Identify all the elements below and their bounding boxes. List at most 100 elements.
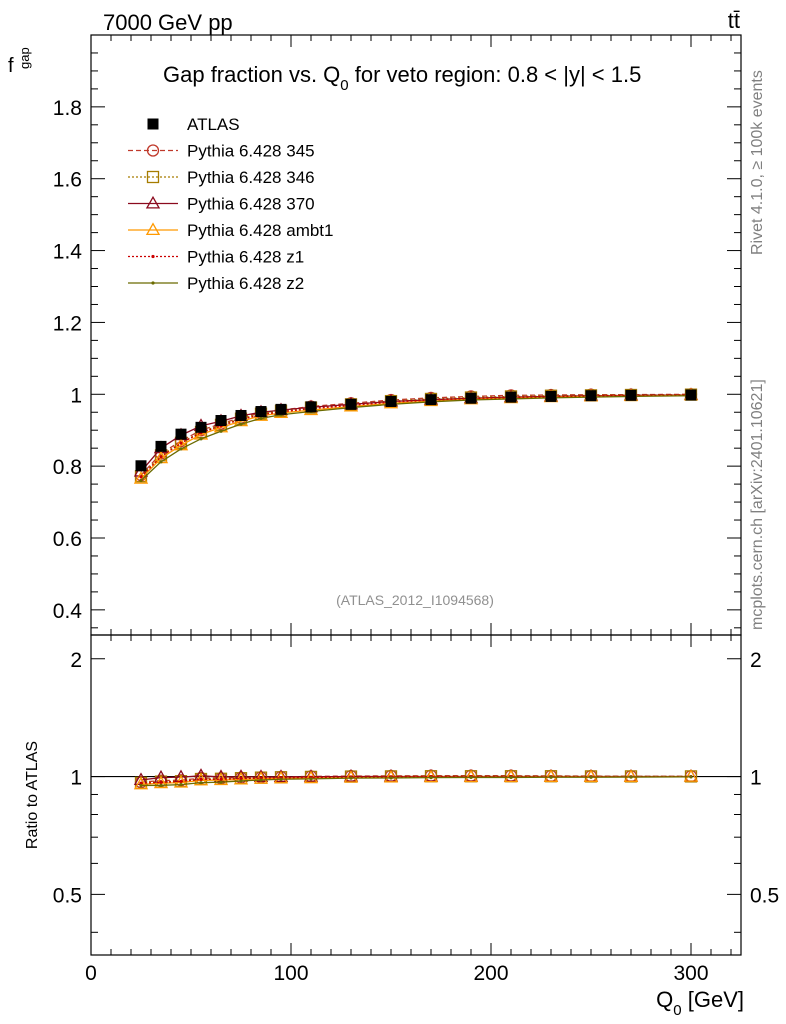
y-tick-label: 1.8 [53, 97, 82, 120]
ratio-point [239, 779, 243, 783]
rivet-version-label: Rivet 4.1.0, ≥ 100k events [749, 70, 766, 255]
series-line [140, 394, 692, 478]
ratio-point [689, 775, 693, 779]
ratio-point [549, 775, 553, 779]
data-point [255, 406, 267, 418]
series-line [140, 394, 692, 480]
y-tick-label: 0.8 [53, 456, 82, 479]
legend-entry-pythia-6-428-z2: Pythia 6.428 z2 [128, 274, 304, 293]
ratio-y-tick-label-right: 2 [750, 649, 762, 672]
series-pythia-6-428-z2 [139, 394, 693, 483]
ratio-point [683, 769, 699, 782]
ratio-point [309, 777, 313, 781]
y-axis-label: f gap [8, 47, 32, 77]
ratio-point [509, 775, 513, 780]
ratio-point [179, 779, 183, 784]
ratio-line [140, 776, 692, 787]
legend-entry-pythia-6-428-370: Pythia 6.428 370 [128, 195, 315, 214]
data-point [135, 460, 147, 472]
series-line [140, 395, 692, 481]
legend-entry-atlas: ATLAS [147, 115, 240, 134]
legend-label: Pythia 6.428 345 [187, 142, 315, 161]
data-point [155, 440, 167, 452]
data-point [275, 403, 287, 415]
data-point [585, 390, 597, 402]
legend-entry-pythia-6-428-346: Pythia 6.428 346 [128, 168, 315, 187]
ratio-point [589, 775, 593, 779]
ratio-point [219, 780, 223, 784]
legend-label: Pythia 6.428 z2 [187, 274, 304, 293]
ratio-point [303, 769, 319, 782]
data-point [139, 478, 143, 483]
data-point [215, 415, 227, 427]
legend-marker [146, 144, 160, 157]
ratio-point [199, 781, 203, 785]
ratio-point [469, 775, 473, 780]
ratio-point [543, 769, 559, 782]
x-tick-label: 0 [85, 962, 97, 985]
ratio-point [179, 782, 183, 787]
data-point [235, 409, 247, 421]
axis-ticks: 0 100 200 300 0.4 0.6 0.8 1 1.2 1.4 1.6 1.8 0.5 0.5 1 1… [53, 35, 779, 985]
svg-text:f: f [8, 55, 14, 77]
ratio-point [159, 780, 163, 785]
data-point [239, 422, 243, 426]
series-line [140, 393, 692, 476]
data-point [219, 429, 223, 433]
series-pythia-6-428-z1 [139, 393, 693, 479]
x-axis-label: Q0 [GeV] [656, 987, 744, 1019]
legend-marker [145, 222, 161, 236]
legend-entry-pythia-6-428-ambt1: Pythia 6.428 ambt1 [128, 221, 333, 240]
legend-label: Pythia 6.428 ambt1 [187, 221, 333, 240]
data-point [259, 416, 263, 420]
ratio-y-axis-label: Ratio to ATLAS [24, 741, 41, 849]
y-tick-label: 0.4 [53, 600, 83, 623]
main-series-layer [133, 387, 699, 484]
data-point [385, 395, 397, 407]
legend-marker [151, 254, 155, 259]
series-line [140, 394, 692, 472]
data-point [195, 421, 207, 433]
series-atlas [135, 389, 697, 472]
svg-text:Q0 [GeV]: Q0 [GeV] [656, 987, 744, 1019]
data-point [685, 389, 697, 401]
process-label: tt̄ [728, 8, 740, 33]
ratio-point [259, 778, 263, 782]
ratio-series-layer [133, 768, 699, 790]
data-point [505, 391, 517, 403]
y-tick-label: 0.6 [53, 528, 82, 551]
data-point [545, 390, 557, 402]
legend-marker [147, 118, 159, 130]
data-point [465, 392, 477, 404]
data-point [199, 437, 203, 441]
ratio-point [623, 769, 639, 782]
ratio-point [429, 776, 433, 780]
analysis-tag: (ATLAS_2012_I1094568) [336, 592, 494, 608]
x-tick-label: 100 [273, 962, 308, 985]
ratio-point [133, 776, 149, 790]
data-point [179, 447, 183, 451]
svg-text:Gap fraction vs. Q0 for veto r: Gap fraction vs. Q0 for veto region: 0.8… [163, 62, 641, 94]
ratio-y-tick-label-right: 0.5 [750, 884, 779, 907]
data-point [625, 389, 637, 401]
chart-title: Gap fraction vs. Q0 for veto region: 0.8… [163, 62, 641, 94]
ratio-point [389, 776, 393, 780]
ratio-point [273, 769, 289, 782]
ratio-panel-frame [90, 634, 742, 956]
ratio-y-tick-label-left: 0.5 [53, 884, 82, 907]
y-tick-label: 1.4 [53, 241, 83, 264]
ratio-point [583, 769, 599, 782]
x-tick-label: 200 [473, 962, 508, 985]
ratio-point [279, 777, 283, 781]
ratio-point [159, 783, 163, 787]
data-point [425, 394, 437, 406]
y-tick-label: 1.6 [53, 169, 82, 192]
legend: ATLAS Pythia 6.428 345 Pythia 6.428 346 Pyt… [128, 115, 333, 293]
ratio-point [349, 776, 353, 780]
ratio-y-tick-label-left: 2 [70, 649, 82, 672]
data-point [159, 455, 163, 459]
legend-label: Pythia 6.428 z1 [187, 248, 304, 267]
data-point [159, 460, 163, 464]
ratio-point [199, 777, 203, 781]
